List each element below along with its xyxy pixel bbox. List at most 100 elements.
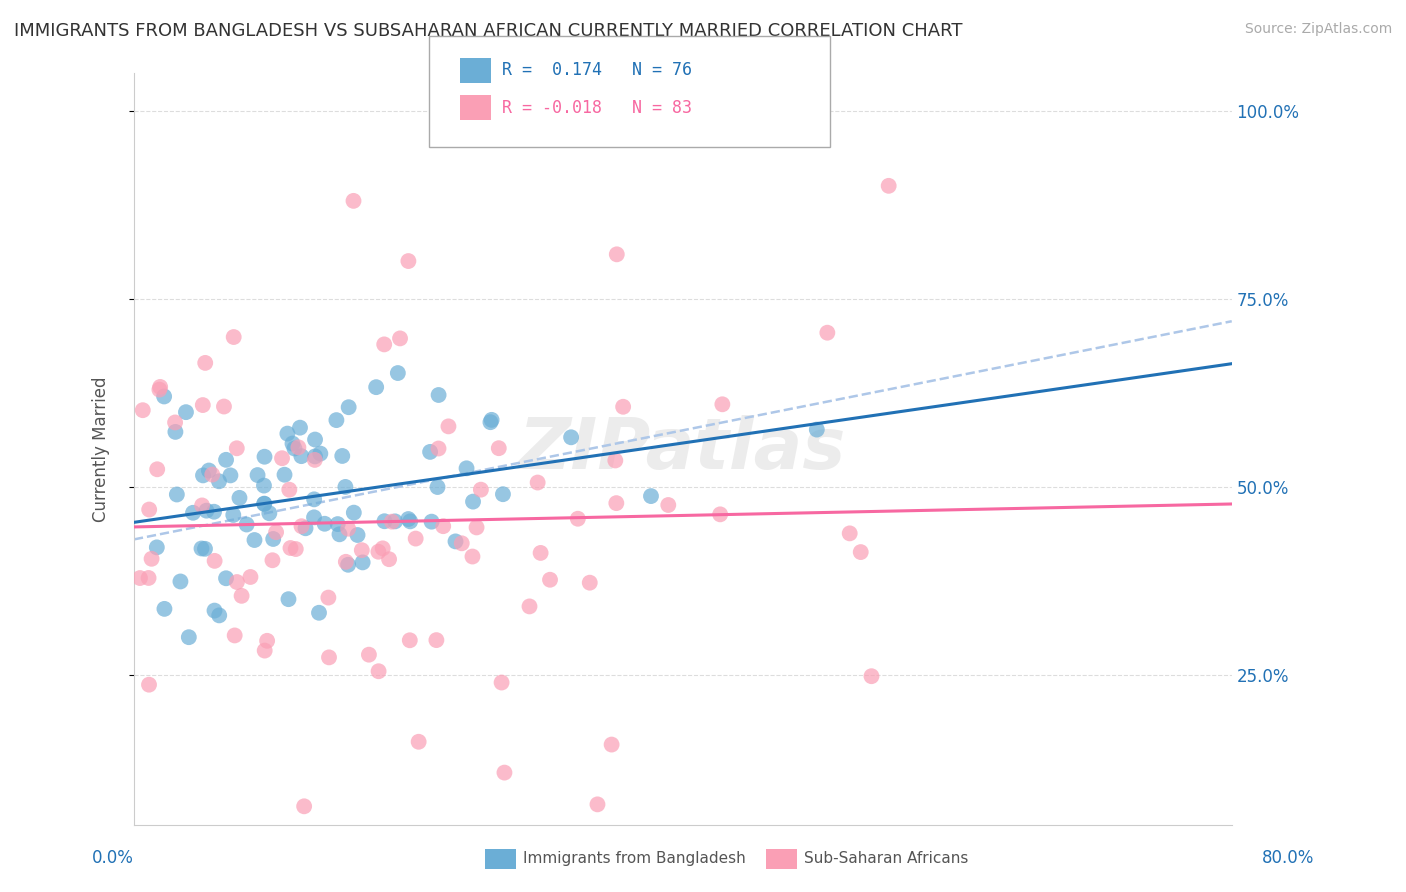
Point [191,468,214,483]
Point [367,545,389,559]
Point [202,505,225,519]
Text: Immigrants from Bangladesh: Immigrants from Bangladesh [523,852,745,866]
Point [657,498,679,512]
Point [330,449,353,463]
Point [470,483,492,497]
Point [181,506,204,520]
Point [709,508,731,522]
Point [138,502,160,516]
Point [271,451,294,466]
Point [326,517,349,532]
Point [335,480,357,494]
Point [231,589,253,603]
Point [246,468,269,483]
Point [309,446,332,460]
Point [328,527,350,541]
Point [287,440,309,454]
Y-axis label: Currently Married: Currently Married [93,376,110,522]
Text: Sub-Saharan Africans: Sub-Saharan Africans [804,852,969,866]
Point [208,608,231,623]
Point [253,450,276,464]
Point [343,506,366,520]
Point [560,430,582,444]
Point [278,483,301,497]
Point [224,628,246,642]
Point [396,512,419,526]
Point [262,553,284,567]
Point [815,326,838,340]
Point [153,602,176,616]
Point [165,425,187,439]
Point [461,494,484,508]
Point [711,397,734,411]
Text: 80.0%: 80.0% [1263,849,1315,867]
Point [195,503,218,517]
Point [586,797,609,812]
Point [219,468,242,483]
Point [146,541,169,555]
Text: Source: ZipAtlas.com: Source: ZipAtlas.com [1244,22,1392,37]
Point [290,519,312,533]
Point [427,442,450,456]
Point [290,449,312,463]
Point [408,735,430,749]
Point [860,669,883,683]
Point [419,445,441,459]
Point [399,514,422,528]
Point [494,765,516,780]
Point [346,528,368,542]
Point [302,510,325,524]
Point [190,541,212,556]
Point [491,675,513,690]
Point [191,398,214,412]
Text: IMMIGRANTS FROM BANGLADESH VS SUBSAHARAN AFRICAN CURRENTLY MARRIED CORRELATION C: IMMIGRANTS FROM BANGLADESH VS SUBSAHARAN… [14,22,963,40]
Point [165,416,187,430]
Point [262,532,284,546]
Point [371,541,394,556]
Point [174,405,197,419]
Point [277,592,299,607]
Point [318,591,340,605]
Point [222,508,245,522]
Point [389,331,412,345]
Point [201,467,224,482]
Point [405,532,427,546]
Point [335,555,357,569]
Point [304,433,326,447]
Point [253,497,276,511]
Point [849,545,872,559]
Point [605,496,627,510]
Point [243,533,266,547]
Point [640,489,662,503]
Point [288,420,311,434]
Point [373,514,395,528]
Point [212,400,235,414]
Point [600,738,623,752]
Point [292,799,315,814]
Point [204,604,226,618]
Point [605,453,627,467]
Point [283,442,305,456]
Point [378,552,401,566]
Point [304,450,326,464]
Point [235,517,257,532]
Point [314,516,336,531]
Point [398,633,420,648]
Point [492,487,515,501]
Point [225,442,247,456]
Point [166,487,188,501]
Point [138,678,160,692]
Point [141,551,163,566]
Point [253,643,276,657]
Point [350,543,373,558]
Point [284,542,307,557]
Point [308,606,330,620]
Point [381,515,404,529]
Point [273,467,295,482]
Point [215,452,238,467]
Point [146,462,169,476]
Text: R =  0.174   N = 76: R = 0.174 N = 76 [502,62,692,79]
Point [444,534,467,549]
Point [169,574,191,589]
Point [194,541,217,556]
